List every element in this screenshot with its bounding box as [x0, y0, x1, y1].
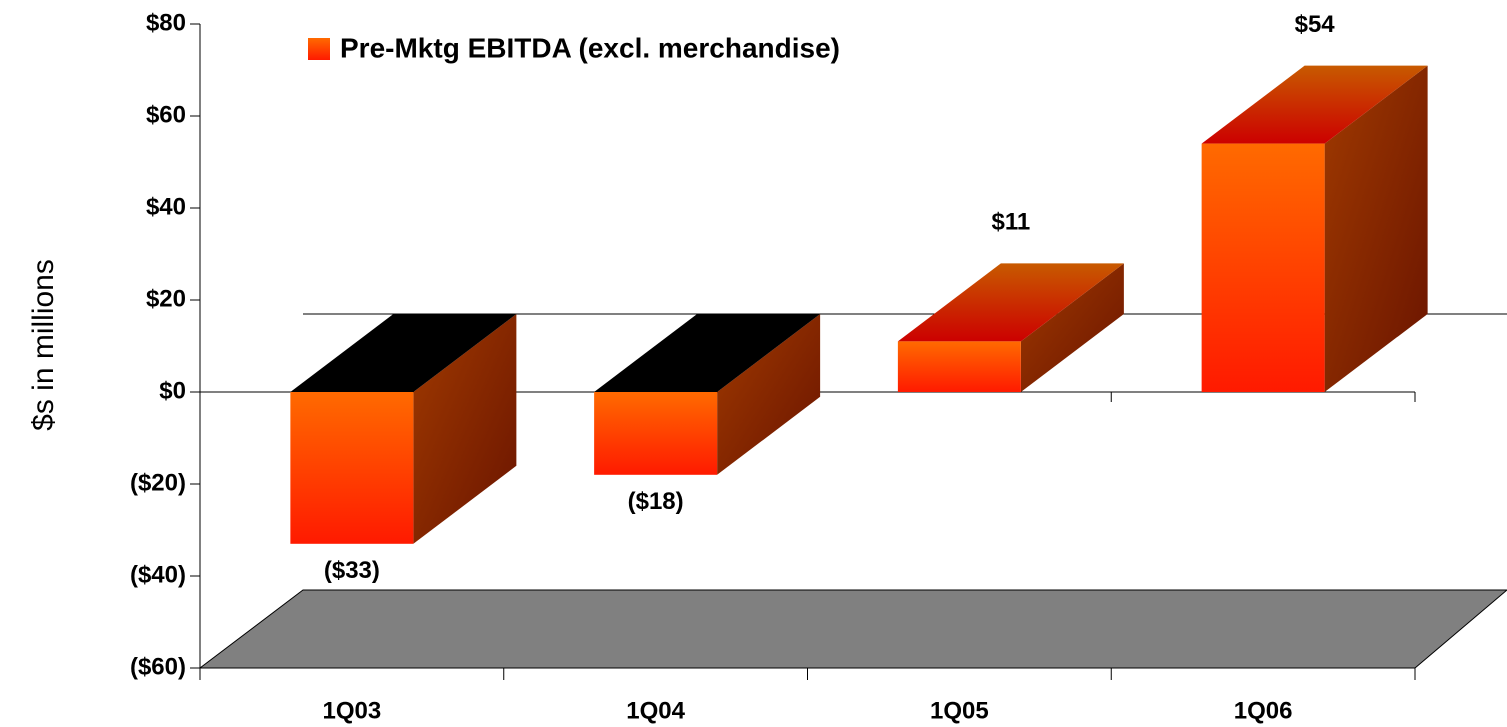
floor — [198, 589, 1507, 669]
y-tick-label: $40 — [146, 193, 186, 220]
y-tick-label: $20 — [146, 285, 186, 312]
y-axis-title: $s in millions — [27, 259, 60, 431]
bar-side — [717, 314, 821, 475]
y-tick-label: ($40) — [130, 561, 186, 588]
bar — [290, 392, 414, 544]
y-tick-label: ($20) — [130, 469, 186, 496]
x-tick-label: 1Q04 — [626, 697, 685, 724]
y-tick-label: ($60) — [130, 653, 186, 680]
bar-side — [1324, 65, 1428, 392]
y-tick-label: $0 — [159, 377, 186, 404]
data-label: $54 — [1295, 11, 1336, 38]
x-tick-label: 1Q03 — [323, 697, 382, 724]
bar-top — [897, 263, 1124, 342]
y-tick-label: $80 — [146, 9, 186, 36]
y-tick-label: $60 — [146, 101, 186, 128]
x-tick-label: 1Q05 — [930, 697, 989, 724]
bar-top — [1201, 65, 1428, 144]
data-label: $11 — [992, 209, 1031, 236]
legend-swatch — [308, 38, 330, 60]
bar-side — [1020, 263, 1124, 392]
legend-label: Pre-Mktg EBITDA (excl. merchandise) — [340, 32, 840, 63]
bar-side — [413, 314, 517, 544]
bar — [594, 392, 718, 475]
bar-top — [290, 314, 517, 392]
bar — [1201, 143, 1325, 392]
data-label: ($18) — [628, 488, 684, 515]
x-tick-label: 1Q06 — [1234, 697, 1293, 724]
data-label: ($33) — [324, 557, 380, 584]
bar-top — [594, 314, 821, 392]
bar — [897, 341, 1021, 392]
